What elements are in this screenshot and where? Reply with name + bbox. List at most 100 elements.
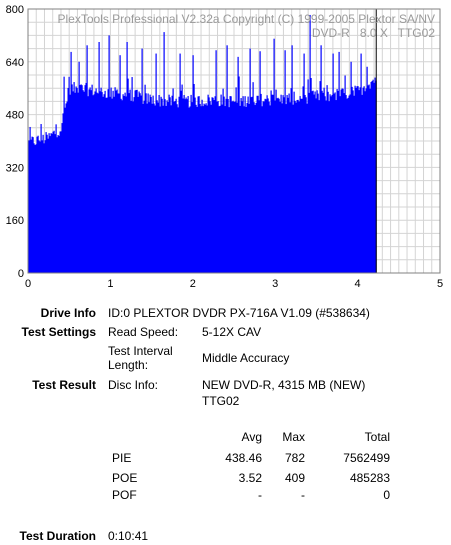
data-bar — [286, 94, 288, 273]
data-bar — [79, 85, 81, 273]
data-bar — [223, 96, 225, 273]
data-bar — [115, 90, 117, 273]
test-interval-value: Middle Accuracy — [202, 351, 290, 365]
data-bar — [372, 79, 374, 273]
data-bar — [342, 88, 344, 273]
y-tick-label: 480 — [6, 110, 24, 122]
data-bar — [197, 96, 199, 273]
data-bar — [340, 89, 342, 274]
data-bar — [301, 98, 303, 273]
data-bar — [333, 93, 335, 273]
data-bar — [84, 85, 86, 274]
data-bar — [90, 90, 92, 273]
data-bar — [30, 139, 32, 273]
data-bar — [41, 140, 43, 273]
data-bar — [275, 89, 277, 273]
data-bar — [126, 42, 128, 273]
data-bar — [211, 97, 213, 273]
data-bar — [287, 97, 289, 274]
x-tick-label: 1 — [107, 278, 113, 290]
test-interval-label-line2: Length: — [108, 358, 149, 372]
data-bar — [119, 55, 121, 274]
data-bar — [289, 102, 291, 273]
data-bar — [234, 101, 236, 273]
data-bar — [244, 96, 246, 274]
data-bar — [328, 101, 330, 273]
data-bar — [129, 89, 131, 273]
data-bar — [194, 97, 196, 274]
test-interval-label-line1: Test Interval — [108, 344, 173, 358]
data-bar — [276, 98, 278, 273]
data-bar — [117, 93, 119, 273]
data-bar — [263, 101, 265, 273]
data-bar — [233, 101, 235, 273]
data-bar — [334, 92, 336, 274]
data-bar — [94, 91, 96, 274]
data-bar — [191, 102, 193, 273]
data-bar — [106, 97, 108, 273]
data-bar — [198, 96, 200, 273]
data-bar — [348, 95, 350, 273]
read-speed-value: 5-12X CAV — [202, 325, 262, 339]
test-duration-label: Test Duration — [19, 529, 96, 543]
data-bar — [67, 87, 69, 273]
data-bar — [66, 101, 68, 273]
data-bar — [236, 102, 238, 274]
data-bar — [272, 94, 274, 273]
data-bar — [81, 85, 83, 273]
data-bar — [28, 140, 30, 273]
data-bar — [74, 92, 76, 273]
data-bar — [48, 133, 50, 273]
data-bar — [202, 106, 204, 273]
data-bar — [228, 107, 230, 274]
data-bar — [267, 98, 269, 273]
data-bar — [229, 96, 231, 273]
data-bar — [238, 76, 240, 274]
data-bar — [109, 96, 111, 273]
data-bar — [132, 101, 134, 274]
data-bar — [161, 98, 163, 273]
data-bar — [206, 105, 208, 274]
read-speed-label: Read Speed: — [108, 325, 179, 339]
data-bar — [168, 94, 170, 273]
data-bar — [176, 104, 178, 273]
data-bar — [252, 82, 254, 273]
data-bar — [296, 99, 298, 274]
data-bar — [374, 77, 376, 273]
data-bar — [120, 98, 122, 273]
data-bar — [319, 81, 321, 273]
data-bar — [29, 126, 31, 273]
data-bar — [101, 92, 103, 273]
data-bar — [40, 124, 42, 273]
data-bar — [278, 98, 280, 274]
data-bar — [111, 98, 113, 273]
data-bar — [258, 100, 260, 273]
data-bar — [225, 98, 227, 273]
chart-title: PlexTools Professional V2.32a Copyright … — [57, 12, 435, 26]
data-bar — [217, 101, 219, 274]
data-bar — [193, 83, 195, 274]
data-bar — [47, 138, 49, 273]
data-bar — [32, 137, 34, 273]
data-bar — [172, 88, 174, 273]
data-bar — [164, 99, 166, 273]
data-bar — [103, 94, 105, 273]
data-bar — [216, 101, 218, 273]
disc-info-label: Disc Info: — [108, 378, 159, 392]
data-bar — [118, 93, 120, 273]
data-bar — [87, 96, 89, 273]
x-tick-label: 0 — [25, 278, 31, 290]
data-bar — [182, 98, 184, 273]
data-bar — [326, 85, 328, 274]
data-bar — [335, 100, 337, 273]
data-bar — [175, 98, 177, 273]
y-tick-label: 640 — [6, 57, 24, 69]
data-bar — [163, 32, 165, 273]
disc-info-value-line2: TTG02 — [202, 394, 240, 408]
data-bar — [144, 84, 146, 274]
data-bar — [149, 94, 151, 274]
drive-info-value: ID:0 PLEXTOR DVDR PX-716A V1.09 (#538634… — [108, 306, 370, 320]
data-bar — [35, 144, 37, 273]
header-avg: Avg — [241, 430, 262, 444]
data-bar — [49, 136, 51, 273]
